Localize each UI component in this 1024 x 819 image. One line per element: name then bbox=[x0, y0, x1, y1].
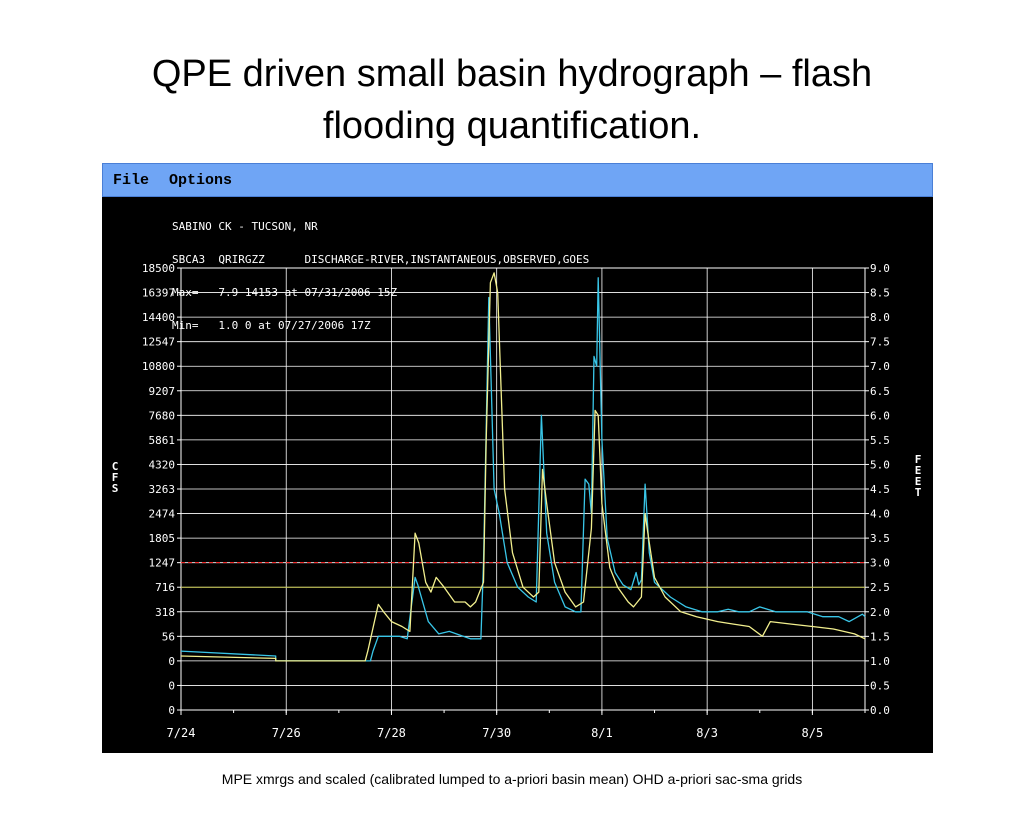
y-tick-label-right: 1.5 bbox=[870, 630, 890, 643]
hydrograph-chart: 0 0.0 0 0.5 0 1.0 56 1.5 318 2.0 716 2.5 1247 3.0 1805… bbox=[112, 262, 922, 740]
y-tick-label-right: 9.0 bbox=[870, 262, 890, 275]
station-name: SABINO CK - TUCSON, NR bbox=[172, 220, 318, 233]
y-tick-label-right: 3.5 bbox=[870, 532, 890, 545]
y-tick-label-right: 5.0 bbox=[870, 458, 890, 471]
y-tick-label-right: 0.0 bbox=[870, 704, 890, 717]
series-line-1 bbox=[180, 277, 866, 662]
y-tick-label-left: 1805 bbox=[149, 532, 176, 545]
y-tick-label-left: 9207 bbox=[149, 385, 176, 398]
slide-title-line-2: flooding quantification. bbox=[322, 105, 702, 147]
y-axis-label-right-letter: E bbox=[915, 475, 922, 488]
series-line-2 bbox=[180, 272, 866, 662]
menu-file[interactable]: File bbox=[113, 172, 150, 189]
y-axis-label-right-letter: E bbox=[915, 464, 922, 477]
y-tick-label-left: 16397 bbox=[142, 287, 175, 300]
y-tick-label-left: 318 bbox=[155, 606, 175, 619]
x-tick-label: 7/26 bbox=[272, 726, 301, 740]
y-axis-label-right-letter: F bbox=[915, 453, 922, 466]
y-axis-label-left-letter: C bbox=[112, 460, 119, 473]
y-tick-label-left: 3263 bbox=[149, 483, 176, 496]
x-tick-label: 8/3 bbox=[696, 726, 718, 740]
x-tick-label: 8/1 bbox=[591, 726, 613, 740]
y-tick-label-right: 8.5 bbox=[870, 287, 890, 300]
slide-title-line-1: QPE driven small basin hydrograph – flas… bbox=[151, 53, 873, 95]
y-tick-label-left: 0 bbox=[168, 655, 175, 668]
y-tick-label-right: 8.0 bbox=[870, 311, 890, 324]
y-tick-label-right: 3.0 bbox=[870, 557, 890, 570]
y-axis-label-left-letter: S bbox=[112, 482, 119, 495]
y-tick-label-left: 10800 bbox=[142, 360, 175, 373]
y-tick-label-right: 0.5 bbox=[870, 679, 890, 692]
x-tick-label: 7/28 bbox=[377, 726, 406, 740]
y-tick-label-left: 4320 bbox=[149, 458, 176, 471]
slide-caption: MPE xmrgs and scaled (calibrated lumped … bbox=[221, 771, 803, 787]
y-tick-label-right: 1.0 bbox=[870, 655, 890, 668]
slide-title: QPE driven small basin hydrograph – flas… bbox=[0, 48, 1024, 152]
y-tick-label-right: 5.5 bbox=[870, 434, 890, 447]
y-axis-label-right-letter: T bbox=[915, 486, 922, 499]
menu-options[interactable]: Options bbox=[169, 172, 233, 189]
station-product: SBCA3 QRIRGZZ DISCHARGE-RIVER,INSTANTANE… bbox=[172, 253, 590, 266]
y-tick-label-right: 7.0 bbox=[870, 360, 890, 373]
y-tick-label-left: 716 bbox=[155, 581, 175, 594]
y-tick-label-left: 7680 bbox=[149, 409, 176, 422]
y-tick-label-left: 5861 bbox=[149, 434, 176, 447]
y-tick-label-right: 6.0 bbox=[870, 409, 890, 422]
y-tick-label-left: 0 bbox=[168, 679, 175, 692]
y-tick-label-left: 56 bbox=[162, 630, 175, 643]
y-tick-label-left: 18500 bbox=[142, 262, 175, 275]
y-tick-label-left: 2474 bbox=[149, 508, 176, 521]
hydrograph-window: File Options SABINO CK - TUCSON, NR SBCA… bbox=[102, 163, 933, 753]
menu-bar: File Options bbox=[102, 163, 933, 197]
y-tick-label-right: 4.5 bbox=[870, 483, 890, 496]
y-tick-label-left: 12547 bbox=[142, 336, 175, 349]
y-tick-label-left: 1247 bbox=[149, 557, 176, 570]
y-axis-label-left-letter: F bbox=[112, 471, 119, 484]
y-tick-label-right: 2.0 bbox=[870, 606, 890, 619]
x-tick-label: 8/5 bbox=[802, 726, 824, 740]
y-tick-label-left: 14400 bbox=[142, 311, 175, 324]
y-tick-label-right: 2.5 bbox=[870, 581, 890, 594]
y-tick-label-right: 6.5 bbox=[870, 385, 890, 398]
min-value: Min= 1.0 0 at 07/27/2006 17Z bbox=[172, 319, 371, 332]
y-tick-label-left: 0 bbox=[168, 704, 175, 717]
y-tick-label-right: 7.5 bbox=[870, 336, 890, 349]
y-tick-label-right: 4.0 bbox=[870, 508, 890, 521]
x-tick-label: 7/30 bbox=[482, 726, 511, 740]
x-tick-label: 7/24 bbox=[167, 726, 196, 740]
